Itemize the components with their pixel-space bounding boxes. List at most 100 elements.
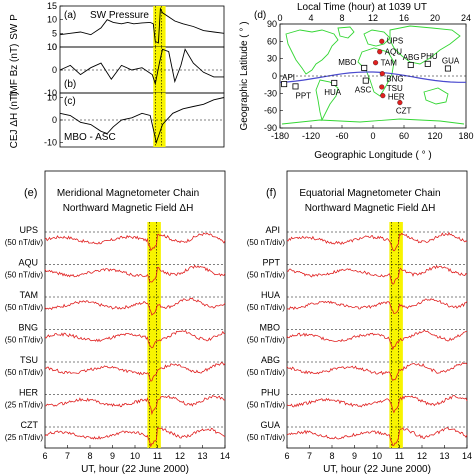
- panel-a-tag: (a): [64, 10, 76, 21]
- panel-f-scale-label-phu: (50 nT/div): [247, 401, 286, 410]
- map-top-tick-label-0: 0: [277, 13, 282, 23]
- panel-e-scale-label-ups: (50 nT/div): [5, 238, 44, 247]
- panel-c-tag: (c): [64, 96, 76, 107]
- panel-b-series-line: [59, 48, 224, 86]
- panel-e-station-label-bng: BNG: [18, 323, 38, 333]
- map-station-marker-phu: [424, 60, 431, 67]
- panel-e-trace-czt: [44, 427, 226, 448]
- panel-c-series-line: [59, 97, 225, 145]
- map-ytick-label-3: 0: [272, 71, 277, 81]
- map-station-label-phu: PHU: [421, 52, 438, 61]
- panel-e-tag: (e): [24, 187, 37, 199]
- panel-c-ytick-label-0: -10: [44, 138, 57, 148]
- panel-d-tag: (d): [254, 10, 266, 21]
- panel-e-subtitle: Northward Magnetic Field ΔH: [63, 203, 194, 214]
- panel-e-xlabel: UT, hour (22 June 2000): [81, 464, 189, 475]
- panel-f-xtick-label-4: 10: [372, 451, 382, 461]
- panel-f-scale-label-abg: (50 nT/div): [247, 368, 286, 377]
- panel-e-station-label-aqu: AQU: [18, 258, 38, 268]
- panel-b-tag: (b): [64, 79, 76, 90]
- map-continents: [281, 25, 465, 125]
- map-station-marker-aqu: [377, 49, 383, 55]
- map-top-tick-label-6: 24: [461, 13, 471, 23]
- panel-b-ytick-label-2: 10: [47, 42, 57, 52]
- panel-f-xtick-label-0: 6: [284, 451, 289, 461]
- panel-f-trace-mbo: [286, 329, 468, 351]
- panel-e-station-label-tam: TAM: [20, 290, 38, 300]
- panel-e-xtick-label-3: 9: [110, 451, 115, 461]
- map-station-label-abg: ABG: [403, 53, 420, 62]
- panel-e-scale-label-tam: (50 nT/div): [5, 303, 44, 312]
- panel-c-highlight: [153, 93, 166, 147]
- panel-f-station-label-phu: PHU: [261, 388, 280, 398]
- map-xtick-label-2: -60: [335, 131, 348, 141]
- map-ytick-label-6: 90: [267, 19, 277, 29]
- panel-e-xtick-label-6: 12: [175, 451, 185, 461]
- panel-f-highlight: [389, 222, 403, 448]
- map-station-label-ups: UPS: [387, 36, 403, 45]
- panel-f-station-label-ppt: PPT: [262, 258, 280, 268]
- map-station-label-mbo: MBO: [338, 58, 356, 67]
- map-station-label-tam: TAM: [381, 59, 398, 68]
- panel-f-scale-label-hua: (50 nT/div): [247, 303, 286, 312]
- panel-a-series-line: [59, 7, 225, 44]
- map-station-marker-gua: [444, 65, 451, 72]
- panel-e-trace-bng: [44, 329, 226, 349]
- panel-c-ytick-label-2: 10: [47, 93, 57, 103]
- panel-f-station-label-gua: GUA: [260, 420, 280, 430]
- map-station-label-hua: HUA: [324, 88, 342, 97]
- panel-f-xtick-label-7: 13: [439, 451, 449, 461]
- panel-d: (d) Local Time (hour) at 1039 UT 0 4 8 12 16…: [239, 2, 474, 161]
- map-xtick-label-3: 0: [370, 131, 375, 141]
- map-station-marker-ups: [379, 38, 385, 44]
- map-station-label-tsu: TSU: [387, 84, 403, 93]
- panel-f-scale-label-api: (50 nT/div): [247, 238, 286, 247]
- map-station-marker-api: [281, 81, 288, 88]
- map-station-marker-abg: [407, 62, 414, 69]
- map-xtick-label-6: 180: [458, 131, 473, 141]
- panel-e-station-label-her: HER: [19, 388, 39, 398]
- map-ytick-label-1: -60: [264, 106, 277, 116]
- panel-c-title: MBO - ASC: [64, 132, 116, 143]
- map-station-marker-czt: [397, 100, 403, 106]
- map-station-label-gua: GUA: [442, 56, 460, 65]
- panel-e-xtick-label-5: 11: [153, 451, 162, 461]
- map-xtick-label-4: 60: [399, 131, 409, 141]
- panel-e-scale-label-tsu: (50 nT/div): [5, 368, 44, 377]
- panel-f-station-label-mbo: MBO: [259, 323, 280, 333]
- panel-c-ytick-label-1: 0: [52, 115, 57, 125]
- panel-f-xtick-label-2: 8: [329, 451, 334, 461]
- map-xtick-label-1: -120: [302, 131, 320, 141]
- panel-f-station-label-abg: ABG: [261, 355, 280, 365]
- panel-e-trace-tsu: [44, 361, 226, 382]
- panel-f: (f) Equatorial Magnetometer Chain Northw…: [247, 170, 472, 475]
- panel-a-title: SW Pressure: [90, 10, 149, 21]
- map-top-tick-label-3: 12: [368, 13, 378, 23]
- map-top-tick-label-5: 20: [430, 13, 440, 23]
- map-xlabel: Geographic Longitude ( ° ): [314, 150, 431, 161]
- panel-f-trace-ppt: [286, 264, 468, 285]
- map-station-marker-ppt: [292, 83, 299, 90]
- panel-f-station-label-hua: HUA: [261, 290, 280, 300]
- panel-e-scale-label-her: (25 nT/div): [5, 401, 44, 410]
- panel-e-station-label-tsu: TSU: [20, 355, 38, 365]
- panel-f-xtick-label-1: 7: [307, 451, 312, 461]
- map-station-marker-asc: [362, 77, 369, 84]
- panel-f-scale-label-ppt: (50 nT/div): [247, 271, 286, 280]
- map-ytick-label-5: 60: [267, 36, 277, 46]
- panel-f-trace-hua: [286, 298, 468, 315]
- panel-f-title: Equatorial Magnetometer Chain: [299, 188, 440, 199]
- map-top-tick-label-2: 8: [339, 13, 344, 23]
- map-station-label-ppt: PPT: [296, 91, 312, 100]
- panel-e-highlight: [147, 222, 161, 448]
- map-station-label-api: API: [282, 73, 295, 82]
- map-station-label-czt: CZT: [396, 107, 412, 116]
- panel-f-xtick-label-8: 14: [462, 451, 472, 461]
- panel-e-xtick-label-7: 13: [197, 451, 207, 461]
- map-station-label-aqu: AQU: [385, 48, 403, 57]
- panel-a-ytick-label-0: 0: [52, 42, 57, 52]
- map-station-marker-tsu: [379, 84, 385, 90]
- panel-e-xtick-label-4: 10: [130, 451, 140, 461]
- map-xtick-label-0: -180: [271, 131, 289, 141]
- panel-e-trace-ups: [44, 232, 226, 252]
